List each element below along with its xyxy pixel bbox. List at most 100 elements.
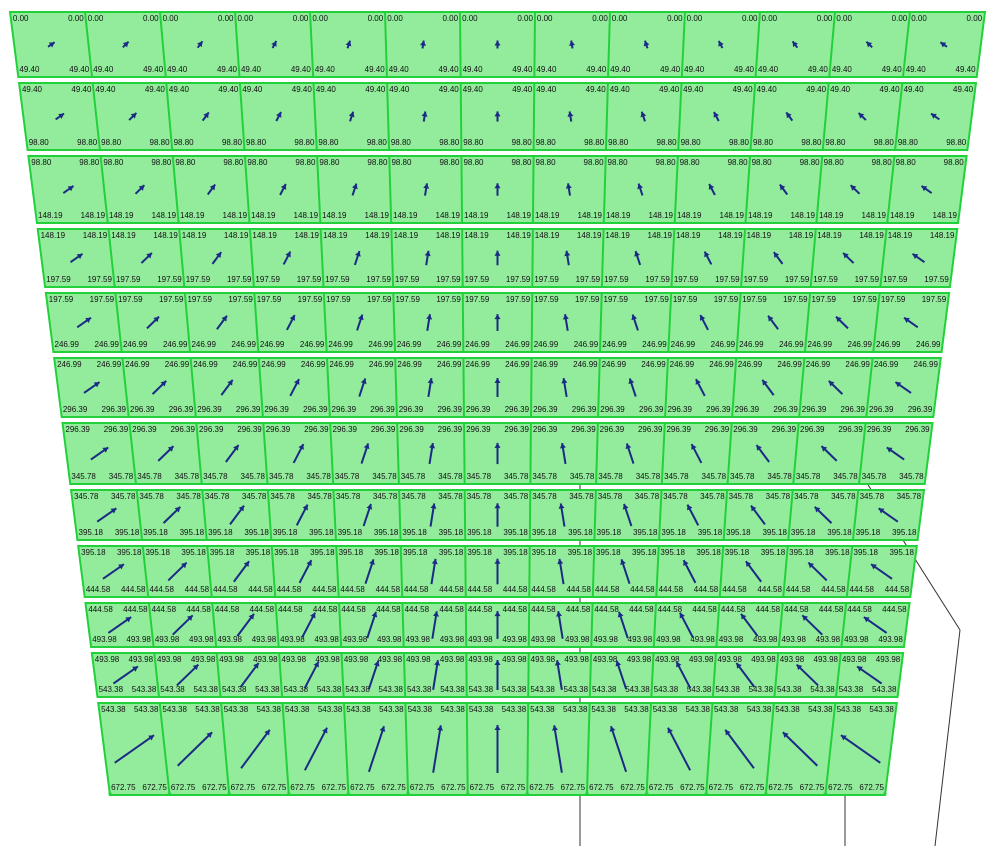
- level-label: 444.58: [503, 585, 528, 594]
- level-label: 148.19: [535, 211, 560, 220]
- level-label: 345.78: [598, 472, 623, 481]
- level-label: 49.40: [734, 65, 755, 74]
- level-label: 543.38: [224, 705, 249, 714]
- level-label: 395.18: [503, 528, 528, 537]
- level-label: 345.78: [897, 492, 922, 501]
- level-label: 672.75: [410, 783, 435, 792]
- level-label: 345.78: [270, 492, 295, 501]
- level-label: 246.99: [642, 340, 667, 349]
- level-label: 148.19: [720, 211, 745, 220]
- level-label: 0.00: [462, 14, 478, 23]
- level-label: 543.38: [379, 705, 404, 714]
- level-label: 296.39: [533, 425, 558, 434]
- level-label: 296.39: [266, 425, 291, 434]
- level-label: 49.40: [292, 85, 313, 94]
- level-label: 49.40: [953, 85, 974, 94]
- level-label: 395.18: [403, 548, 428, 557]
- level-label: 444.58: [629, 605, 654, 614]
- mesh-line: [465, 546, 466, 597]
- level-label: 345.78: [307, 492, 332, 501]
- level-label: 98.80: [247, 158, 268, 167]
- level-label: 246.99: [328, 340, 353, 349]
- level-label: 543.38: [715, 685, 740, 694]
- level-label: 49.40: [291, 65, 312, 74]
- level-label: 49.40: [904, 85, 925, 94]
- level-label: 148.19: [676, 231, 701, 240]
- level-label: 49.40: [241, 65, 262, 74]
- level-label: 296.39: [304, 425, 329, 434]
- level-label: 345.78: [532, 492, 557, 501]
- level-label: 197.59: [118, 295, 143, 304]
- level-label: 246.99: [602, 340, 627, 349]
- level-label: 672.75: [589, 783, 614, 792]
- level-label: 148.19: [251, 211, 276, 220]
- level-label: 444.58: [821, 585, 846, 594]
- level-label: 672.75: [680, 783, 705, 792]
- level-label: 395.18: [660, 548, 685, 557]
- level-label: 672.75: [740, 783, 765, 792]
- level-label: 395.18: [892, 528, 917, 537]
- level-label: 672.75: [202, 783, 227, 792]
- level-label: 246.99: [671, 340, 696, 349]
- level-label: 493.98: [282, 655, 307, 664]
- level-label: 246.99: [808, 340, 833, 349]
- level-label: 672.75: [290, 783, 315, 792]
- level-label: 246.99: [573, 360, 598, 369]
- level-label: 444.58: [630, 585, 655, 594]
- level-label: 543.38: [318, 705, 343, 714]
- level-label: 148.19: [224, 231, 249, 240]
- level-label: 672.75: [142, 783, 167, 792]
- level-label: 493.98: [751, 655, 776, 664]
- level-label: 197.59: [367, 295, 392, 304]
- level-label: 98.80: [174, 138, 195, 147]
- level-label: 246.99: [848, 340, 873, 349]
- level-label: 98.80: [391, 138, 412, 147]
- level-label: 444.58: [86, 585, 111, 594]
- node-marker: *: [525, 789, 530, 803]
- level-label: 345.78: [831, 492, 856, 501]
- level-label: 98.80: [367, 158, 388, 167]
- level-label: 148.19: [817, 231, 842, 240]
- level-label: 197.59: [673, 295, 698, 304]
- level-label: 49.40: [536, 65, 557, 74]
- level-label: 296.39: [705, 425, 730, 434]
- level-label: 444.58: [722, 585, 747, 594]
- level-label: 197.59: [575, 295, 600, 304]
- level-label: 493.98: [816, 635, 841, 644]
- mesh-line: [532, 229, 533, 287]
- level-label: 98.80: [584, 158, 605, 167]
- level-label: 444.58: [121, 585, 146, 594]
- level-label: 49.40: [169, 85, 190, 94]
- level-label: 246.99: [397, 360, 422, 369]
- level-label: 296.39: [237, 425, 262, 434]
- level-label: 148.19: [718, 231, 743, 240]
- level-label: 148.19: [322, 211, 347, 220]
- level-label: 197.59: [922, 295, 947, 304]
- level-label: 543.38: [530, 685, 555, 694]
- mesh-line: [534, 12, 535, 77]
- level-label: 0.00: [88, 14, 104, 23]
- level-label: 444.58: [819, 605, 844, 614]
- level-label: 246.99: [437, 360, 462, 369]
- level-label: 49.40: [95, 85, 116, 94]
- mesh-line: [404, 653, 405, 697]
- level-label: 493.98: [126, 635, 151, 644]
- level-label: 493.98: [468, 635, 493, 644]
- level-label: 345.78: [111, 492, 136, 501]
- level-label: 98.80: [511, 158, 532, 167]
- level-label: 49.40: [610, 65, 631, 74]
- level-label: 345.78: [702, 472, 727, 481]
- level-label: 672.75: [381, 783, 406, 792]
- level-label: 0.00: [13, 14, 29, 23]
- level-label: 0.00: [368, 14, 384, 23]
- level-label: 197.59: [465, 275, 490, 284]
- level-label: 395.18: [181, 548, 206, 557]
- level-label: 672.75: [501, 783, 526, 792]
- level-label: 493.98: [191, 655, 216, 664]
- level-label: 543.38: [872, 685, 897, 694]
- level-label: 49.40: [71, 85, 92, 94]
- level-label: 98.80: [608, 158, 629, 167]
- level-label: 345.78: [860, 492, 885, 501]
- level-label: 148.19: [152, 211, 177, 220]
- level-label: 543.38: [714, 705, 739, 714]
